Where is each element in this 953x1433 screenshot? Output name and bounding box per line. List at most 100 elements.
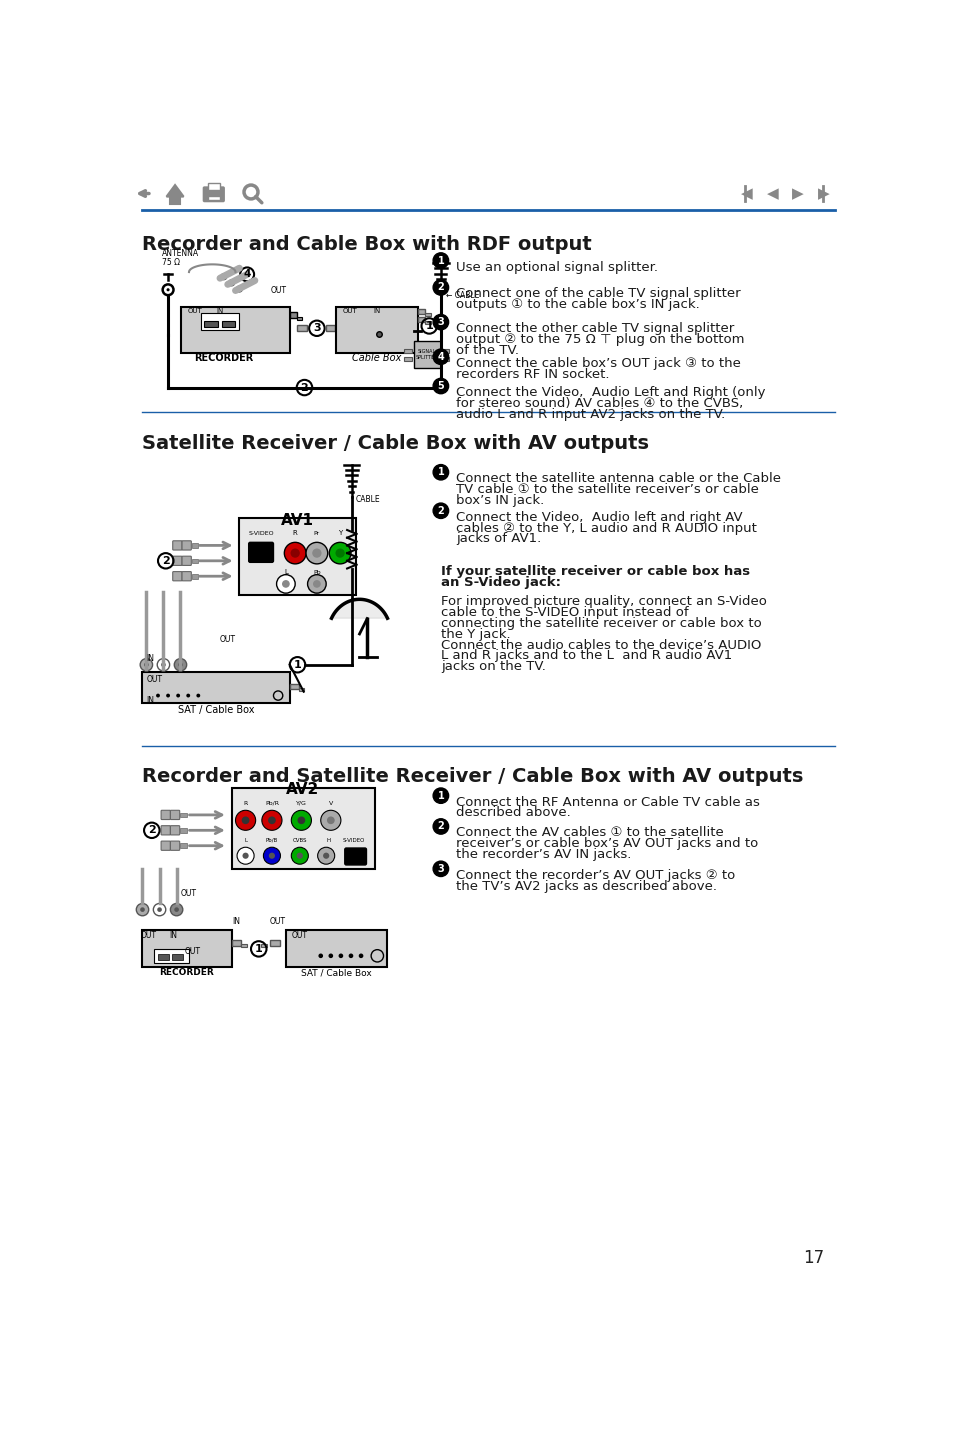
Polygon shape	[167, 185, 183, 196]
FancyBboxPatch shape	[414, 341, 440, 368]
FancyBboxPatch shape	[200, 312, 239, 330]
Text: 2: 2	[437, 821, 444, 831]
FancyBboxPatch shape	[232, 940, 241, 946]
Text: 2: 2	[437, 282, 444, 292]
Text: Connect the Video,  Audio left and right AV: Connect the Video, Audio left and right …	[456, 510, 742, 523]
Circle shape	[284, 542, 306, 565]
Circle shape	[433, 788, 448, 804]
Text: Pb: Pb	[313, 570, 320, 575]
Circle shape	[328, 953, 333, 959]
FancyBboxPatch shape	[170, 196, 180, 203]
Text: Connect the Video,  Audio Left and Right (only: Connect the Video, Audio Left and Right …	[456, 385, 765, 398]
Circle shape	[186, 694, 190, 698]
Circle shape	[433, 818, 448, 834]
Circle shape	[174, 907, 179, 911]
Text: L: L	[284, 569, 288, 575]
Circle shape	[291, 549, 299, 557]
Text: Connect the recorder’s AV OUT jacks ② to: Connect the recorder’s AV OUT jacks ② to	[456, 868, 735, 881]
Text: outputs ① to the cable box’s IN jack.: outputs ① to the cable box’s IN jack.	[456, 298, 700, 311]
Text: S-VIDEO: S-VIDEO	[342, 838, 365, 843]
Text: cables ② to the Y, L audio and R AUDIO input: cables ② to the Y, L audio and R AUDIO i…	[456, 522, 757, 535]
Text: SIGNAL
SPLITTER: SIGNAL SPLITTER	[416, 350, 437, 360]
Text: described above.: described above.	[456, 807, 571, 820]
Circle shape	[433, 378, 448, 394]
FancyBboxPatch shape	[171, 810, 179, 820]
Text: jacks of AV1.: jacks of AV1.	[456, 532, 541, 546]
Circle shape	[174, 659, 187, 671]
Text: 4: 4	[437, 351, 444, 361]
FancyBboxPatch shape	[404, 357, 412, 361]
FancyBboxPatch shape	[171, 825, 179, 835]
FancyBboxPatch shape	[208, 183, 220, 189]
Text: IN: IN	[232, 917, 240, 926]
Text: Connect one of the cable TV signal splitter: Connect one of the cable TV signal split…	[456, 288, 740, 301]
Text: Connect the audio cables to the device’s AUDIO: Connect the audio cables to the device’s…	[440, 639, 760, 652]
FancyBboxPatch shape	[192, 559, 198, 563]
Text: Recorder and Satellite Receiver / Cable Box with AV outputs: Recorder and Satellite Receiver / Cable …	[142, 767, 803, 787]
Text: receiver’s or cable box’s AV OUT jacks and to: receiver’s or cable box’s AV OUT jacks a…	[456, 837, 758, 850]
FancyBboxPatch shape	[161, 825, 171, 835]
Text: 2: 2	[300, 383, 308, 393]
Text: 3: 3	[437, 317, 444, 327]
Text: an S-Video jack:: an S-Video jack:	[440, 576, 560, 589]
FancyBboxPatch shape	[261, 944, 267, 947]
Circle shape	[156, 694, 160, 698]
Circle shape	[157, 907, 162, 911]
FancyBboxPatch shape	[161, 841, 171, 850]
Text: 1: 1	[294, 659, 301, 669]
Text: ANTENNA: ANTENNA	[162, 249, 199, 258]
Text: IN: IN	[170, 931, 177, 940]
Text: OUT: OUT	[187, 308, 202, 314]
FancyBboxPatch shape	[182, 540, 192, 550]
Text: box’s IN jack.: box’s IN jack.	[456, 494, 544, 507]
Circle shape	[140, 659, 152, 671]
FancyBboxPatch shape	[297, 325, 307, 331]
Circle shape	[297, 817, 305, 824]
FancyBboxPatch shape	[171, 844, 177, 848]
FancyBboxPatch shape	[249, 542, 274, 562]
Circle shape	[237, 288, 241, 291]
Circle shape	[269, 853, 274, 858]
FancyBboxPatch shape	[183, 559, 189, 563]
Circle shape	[140, 907, 145, 911]
Text: Y: Y	[337, 530, 342, 536]
FancyBboxPatch shape	[221, 321, 235, 327]
Text: L: L	[244, 838, 247, 843]
FancyBboxPatch shape	[204, 321, 218, 327]
FancyBboxPatch shape	[290, 684, 298, 689]
FancyBboxPatch shape	[425, 312, 431, 315]
FancyBboxPatch shape	[182, 556, 192, 566]
Text: 2: 2	[148, 825, 155, 835]
Circle shape	[136, 903, 149, 916]
Text: Satellite Receiver / Cable Box with AV outputs: Satellite Receiver / Cable Box with AV o…	[142, 434, 649, 453]
Text: OUT: OUT	[146, 675, 162, 684]
Text: audio L and R input AV2 jacks on the TV.: audio L and R input AV2 jacks on the TV.	[456, 407, 725, 420]
Circle shape	[268, 817, 275, 824]
Text: RECORDER: RECORDER	[194, 353, 253, 363]
Text: Recorder and Cable Box with RDF output: Recorder and Cable Box with RDF output	[142, 235, 592, 254]
Text: CVBS: CVBS	[293, 838, 307, 843]
Circle shape	[291, 810, 311, 830]
Text: OUT: OUT	[219, 635, 235, 643]
Text: L and R jacks and to the L  and R audio AV1: L and R jacks and to the L and R audio A…	[440, 649, 731, 662]
FancyBboxPatch shape	[171, 841, 179, 850]
Text: IN: IN	[146, 653, 154, 663]
FancyBboxPatch shape	[171, 828, 177, 833]
FancyBboxPatch shape	[241, 944, 247, 947]
FancyBboxPatch shape	[180, 828, 187, 833]
Text: R: R	[293, 530, 297, 536]
Text: 1: 1	[437, 255, 444, 265]
Text: Connect the cable box’s OUT jack ③ to the: Connect the cable box’s OUT jack ③ to th…	[456, 357, 740, 370]
Text: the recorder’s AV IN jacks.: the recorder’s AV IN jacks.	[456, 848, 631, 861]
FancyBboxPatch shape	[161, 810, 171, 820]
FancyBboxPatch shape	[344, 848, 366, 866]
Circle shape	[153, 903, 166, 916]
Circle shape	[433, 464, 448, 480]
Text: Connect the RF Antenna or Cable TV cable as: Connect the RF Antenna or Cable TV cable…	[456, 795, 760, 808]
Text: 5: 5	[437, 381, 444, 391]
Circle shape	[166, 694, 170, 698]
Text: 1: 1	[437, 791, 444, 801]
Text: 1: 1	[254, 944, 262, 954]
FancyBboxPatch shape	[192, 543, 198, 547]
Circle shape	[323, 853, 329, 858]
